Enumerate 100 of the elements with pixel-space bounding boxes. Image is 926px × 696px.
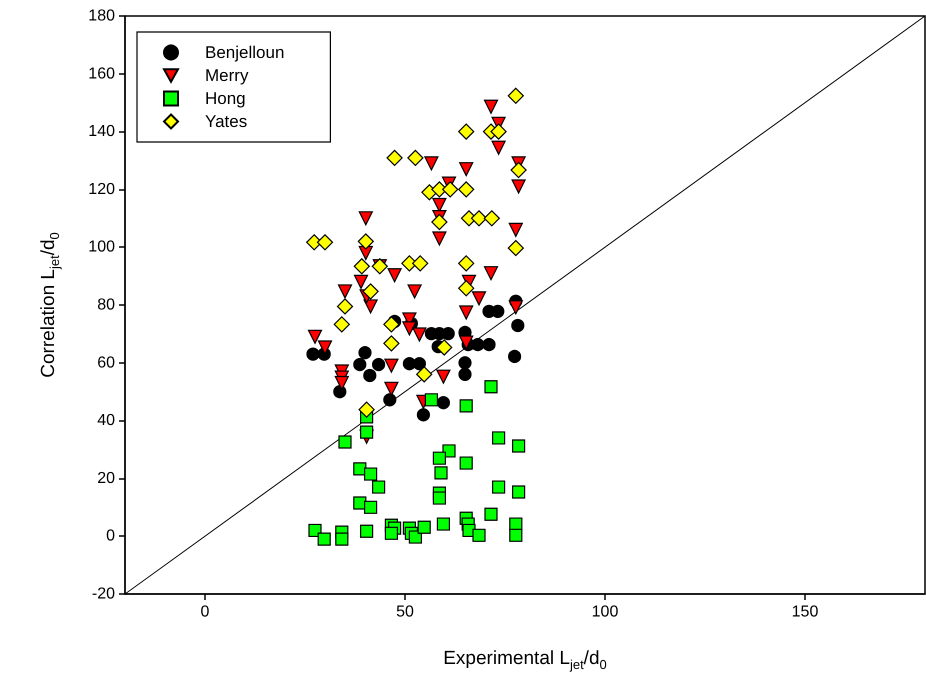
point [407,150,424,166]
point [358,211,373,226]
point [458,280,474,296]
y-tick-label: 20 [97,470,116,487]
point [412,357,426,370]
point [408,284,422,299]
point [358,346,372,360]
point [402,321,416,336]
point [471,338,484,352]
point [383,316,400,332]
point [424,156,438,170]
point [484,210,500,226]
x-tick-label: 50 [396,604,414,620]
point [508,88,524,104]
point [334,316,350,332]
point [306,348,320,361]
point [434,466,448,480]
y-axis-title: Correlation Ljet/d0 [38,232,62,378]
y-tick-label: 100 [88,238,116,256]
point [442,327,455,340]
point [363,368,376,382]
point [372,358,386,372]
point [458,255,474,272]
point [508,240,524,256]
point [318,340,332,355]
point [472,291,486,306]
y-tick-label: 140 [88,123,116,140]
point [508,222,523,237]
point [509,528,522,542]
point [384,382,398,396]
point [358,402,375,418]
point [511,318,524,332]
point [335,532,348,546]
point [334,376,349,390]
legend-label: Merry [205,66,249,85]
y-tick-label: 0 [106,528,116,545]
point [510,162,527,178]
point [372,480,386,494]
point [383,335,400,352]
point [362,283,379,300]
point [508,350,522,364]
point [336,298,354,315]
point [364,467,378,481]
y-tick-label: 160 [88,65,116,82]
y-tick-label: -20 [92,586,116,602]
point [470,210,488,226]
point [484,380,498,394]
point [508,300,523,314]
x-tick-label: 0 [200,604,210,620]
point [432,491,446,505]
point [316,234,334,250]
point [436,517,450,531]
point [384,526,398,540]
point [458,124,474,140]
point [364,500,378,514]
point [360,524,374,538]
point [492,480,506,494]
point [460,456,473,470]
point [358,233,374,250]
point [386,150,403,166]
point [484,266,498,280]
point [492,140,506,155]
point [484,508,498,521]
point [383,393,396,406]
point [388,268,402,282]
y-tick-label: 80 [97,296,116,314]
legend-label: Yates [205,112,248,131]
point [418,520,431,534]
point [412,327,426,342]
point [458,181,474,198]
point [354,274,368,289]
point [459,335,474,350]
point [318,532,331,546]
point [482,338,496,352]
y-tick-label: 60 [97,354,116,372]
point [432,452,446,465]
point [354,258,370,274]
point [338,435,352,449]
point [432,231,446,246]
point [459,162,474,176]
point [436,370,450,384]
point [490,124,507,140]
point [472,528,486,542]
point [484,100,498,114]
point [491,304,504,318]
point [308,330,322,344]
legend-label: Hong [205,89,246,108]
point [416,366,432,382]
point [424,393,438,406]
legend-label: Benjelloun [205,43,284,62]
point [512,485,526,499]
x-tick-label: 150 [792,604,818,620]
point [353,358,366,372]
point [338,284,352,299]
point [384,358,398,373]
y-tick-label: 120 [88,180,116,198]
point [512,179,526,194]
point [442,181,458,198]
point [416,408,430,422]
point [458,356,472,370]
